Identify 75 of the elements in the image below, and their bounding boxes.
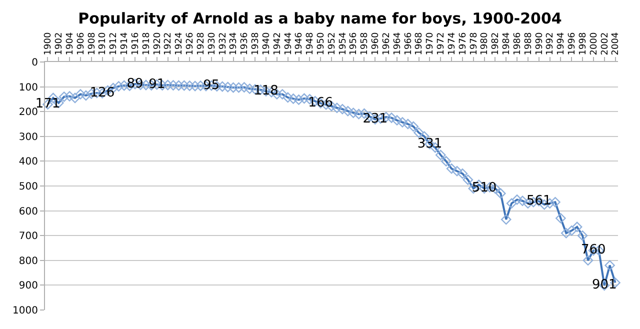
- x-tick-label: 1942: [272, 32, 283, 56]
- x-tick-label: 1998: [578, 32, 588, 56]
- x-tick-label: 1980: [480, 32, 490, 56]
- x-tick-label: 1946: [294, 32, 305, 56]
- x-tick-label: 1934: [229, 32, 240, 56]
- x-tick-label: 1910: [98, 32, 108, 56]
- x-tick-label: 1948: [306, 32, 316, 56]
- x-tick-label: 1988: [524, 32, 534, 56]
- y-tick-label: 1000: [12, 306, 38, 316]
- x-tick-label: 1962: [382, 32, 392, 56]
- x-tick-label: 1968: [414, 32, 425, 56]
- x-tick-label: 1966: [404, 32, 414, 56]
- x-tick-label: 1970: [426, 32, 436, 56]
- y-tick-label: 200: [18, 107, 38, 118]
- x-tick-label: 1916: [130, 32, 141, 56]
- x-tick-label: 1908: [87, 32, 98, 56]
- x-tick-label: 1994: [556, 32, 567, 56]
- y-tick-label: 700: [18, 231, 38, 242]
- x-tick-label: 1996: [568, 32, 578, 56]
- x-tick-label: 1900: [44, 32, 54, 56]
- x-tick-label: 1938: [251, 32, 262, 56]
- x-tick-label: 1904: [65, 32, 76, 56]
- y-tick-label: 400: [18, 156, 38, 168]
- x-tick-label: 1920: [152, 32, 163, 56]
- x-tick-label: 1976: [458, 32, 468, 56]
- x-tick-label: 1936: [240, 32, 250, 56]
- x-tick-label: 1932: [218, 32, 228, 56]
- x-tick-label: 2004: [611, 32, 622, 56]
- x-tick-label: 1922: [164, 32, 174, 56]
- x-tick-label: 1950: [316, 32, 327, 56]
- x-tick-label: 1972: [436, 32, 447, 56]
- data-label: 231: [362, 112, 388, 127]
- y-tick-label: 800: [18, 256, 38, 267]
- x-tick-label: 1952: [327, 32, 338, 56]
- x-tick-label: 1902: [54, 32, 65, 56]
- x-tick-label: 1964: [392, 32, 403, 56]
- x-tick-label: 2000: [589, 32, 600, 56]
- x-tick-label: 1928: [196, 32, 206, 56]
- data-label: 126: [90, 86, 115, 100]
- x-tick-label: 1978: [469, 32, 480, 56]
- data-label: 510: [472, 180, 497, 196]
- y-tick-label: 100: [18, 82, 38, 94]
- y-tick-label: 300: [18, 132, 38, 143]
- data-label: 89: [126, 76, 144, 92]
- x-tick-label: 1954: [338, 32, 348, 56]
- y-tick-label: 500: [18, 182, 38, 192]
- x-tick-label: 1960: [371, 32, 382, 56]
- x-tick-label: 2002: [600, 32, 610, 56]
- x-tick-label: 1982: [491, 32, 502, 56]
- x-tick-label: 1974: [447, 32, 458, 56]
- x-tick-label: 1956: [349, 32, 360, 56]
- data-label: 118: [254, 84, 278, 99]
- x-tick-label: 1944: [284, 32, 294, 56]
- chart-title: Popularity of Arnold as a baby name for boys, 1900-2004: [78, 10, 562, 28]
- x-tick-label: 1930: [207, 32, 218, 56]
- x-tick-label: 1984: [502, 32, 512, 56]
- y-tick-label: 0: [32, 58, 38, 68]
- x-tick-label: 1912: [109, 32, 120, 56]
- x-tick-label: 1940: [262, 32, 272, 56]
- data-label: 901: [592, 278, 617, 293]
- x-tick-label: 1924: [174, 32, 185, 56]
- y-tick-label: 600: [18, 206, 38, 218]
- x-tick-label: 1958: [360, 32, 370, 56]
- data-label: 561: [526, 193, 552, 208]
- x-tick-label: 1926: [186, 32, 196, 56]
- x-tick-label: 1918: [142, 32, 152, 56]
- y-tick-label: 900: [18, 280, 38, 292]
- x-tick-label: 1986: [512, 32, 523, 56]
- x-tick-label: 1906: [76, 32, 86, 56]
- data-label: 91: [148, 76, 166, 92]
- x-tick-label: 1990: [534, 32, 545, 56]
- x-tick-label: 1914: [120, 32, 130, 56]
- data-label: 95: [203, 78, 220, 93]
- data-label: 166: [308, 95, 334, 110]
- x-tick-label: 1992: [546, 32, 556, 56]
